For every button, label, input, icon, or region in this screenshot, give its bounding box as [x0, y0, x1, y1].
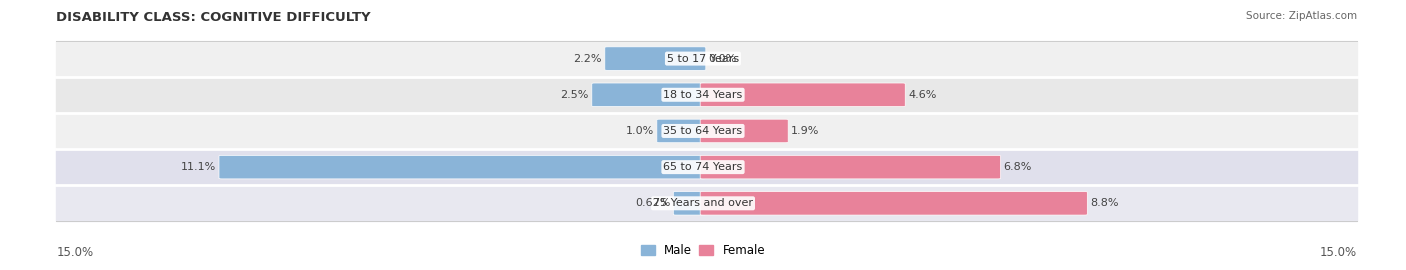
Text: 75 Years and over: 75 Years and over — [652, 198, 754, 208]
Text: 15.0%: 15.0% — [1320, 246, 1357, 259]
Text: 0.0%: 0.0% — [709, 53, 737, 64]
Text: 0.62%: 0.62% — [636, 198, 671, 208]
Text: 35 to 64 Years: 35 to 64 Years — [664, 126, 742, 136]
Text: 6.8%: 6.8% — [1004, 162, 1032, 172]
Text: 4.6%: 4.6% — [908, 90, 936, 100]
Text: 65 to 74 Years: 65 to 74 Years — [664, 162, 742, 172]
Text: 8.8%: 8.8% — [1090, 198, 1119, 208]
Text: 2.5%: 2.5% — [561, 90, 589, 100]
Text: 2.2%: 2.2% — [574, 53, 602, 64]
Text: DISABILITY CLASS: COGNITIVE DIFFICULTY: DISABILITY CLASS: COGNITIVE DIFFICULTY — [56, 11, 371, 24]
Text: Source: ZipAtlas.com: Source: ZipAtlas.com — [1246, 11, 1357, 21]
Legend: Male, Female: Male, Female — [636, 239, 770, 261]
Text: 1.0%: 1.0% — [626, 126, 654, 136]
Text: 18 to 34 Years: 18 to 34 Years — [664, 90, 742, 100]
Text: 1.9%: 1.9% — [792, 126, 820, 136]
Text: 11.1%: 11.1% — [181, 162, 217, 172]
Text: 5 to 17 Years: 5 to 17 Years — [666, 53, 740, 64]
Text: 15.0%: 15.0% — [56, 246, 93, 259]
